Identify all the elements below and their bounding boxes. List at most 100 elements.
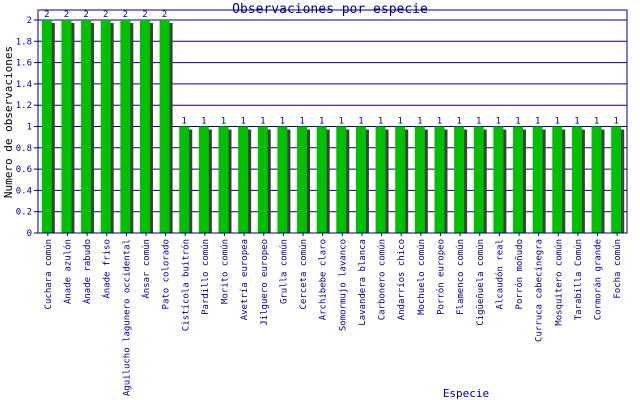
- value-label: 1: [437, 117, 442, 127]
- x-tick-label: Ánade rabudo: [81, 239, 93, 304]
- x-tick-label: Curruca cabecinegra: [535, 239, 545, 342]
- bar: [257, 126, 268, 233]
- bar: [179, 126, 190, 233]
- x-tick-label: Morito común: [221, 239, 231, 304]
- bar: [552, 126, 563, 233]
- y-tick-label: 1.8: [16, 37, 32, 47]
- bar: [355, 126, 366, 233]
- x-tick-label: Tarabilla Común: [574, 239, 584, 320]
- value-label: 1: [594, 117, 599, 127]
- value-label: 2: [162, 10, 167, 20]
- bar: [100, 20, 111, 233]
- bar: [316, 126, 327, 233]
- x-tick-label: Avetría europea: [240, 239, 250, 320]
- bar: [238, 126, 249, 233]
- value-label: 2: [103, 10, 108, 20]
- x-tick-label: Cuchara común: [44, 239, 54, 309]
- y-tick-label: 1.4: [16, 80, 32, 90]
- value-label: 1: [456, 117, 461, 127]
- bar: [473, 126, 484, 233]
- y-tick-label: 1.6: [16, 59, 32, 69]
- x-tick-label: Pardillo común: [201, 239, 211, 315]
- bar: [297, 126, 308, 233]
- x-tick-label: Porrón europeo: [435, 239, 446, 315]
- bar: [513, 126, 524, 233]
- bar: [611, 126, 622, 233]
- bar: [434, 126, 445, 233]
- x-tick-label: Cigüeñuela común: [476, 239, 486, 326]
- bar: [493, 126, 504, 233]
- value-label: 1: [515, 117, 520, 127]
- x-tick-label: Jilguero europeo: [260, 239, 270, 326]
- y-tick-label: 0.2: [16, 208, 32, 218]
- x-tick-label: Pato colorado: [162, 239, 172, 309]
- bar: [395, 126, 406, 233]
- bar: [81, 20, 92, 233]
- x-tick-label: Somormujo lavanco: [338, 239, 348, 331]
- value-label: 1: [496, 117, 501, 127]
- bar: [120, 20, 131, 233]
- y-tick-label: 0.8: [16, 144, 32, 154]
- bar: [61, 20, 72, 233]
- y-tick-label: 0.4: [16, 186, 32, 196]
- bar: [218, 126, 229, 233]
- x-tick-label: Focha común: [613, 239, 623, 299]
- x-tick-label: Flamenco común: [456, 239, 466, 315]
- x-tick-label: Cerceta común: [299, 239, 309, 309]
- value-label: 1: [280, 117, 285, 127]
- bar: [139, 20, 150, 233]
- value-label: 2: [123, 10, 128, 20]
- bar: [375, 126, 386, 233]
- value-label: 1: [535, 117, 540, 127]
- value-label: 1: [221, 117, 226, 127]
- y-tick-label: 0.6: [16, 165, 32, 175]
- value-label: 1: [201, 117, 206, 127]
- x-tick-label: Cormorán grande: [594, 239, 604, 320]
- x-tick-label: Lavandera blanca: [358, 239, 368, 326]
- plot-frame: [37, 9, 628, 234]
- value-label: 2: [83, 10, 88, 20]
- bar: [571, 126, 582, 233]
- y-tick-label: 0: [27, 229, 32, 239]
- y-tick-label: 1: [27, 123, 32, 133]
- x-tick-label: Grulla común: [279, 239, 289, 304]
- y-tick-label: 1.2: [16, 101, 32, 111]
- bar: [532, 126, 543, 233]
- x-tick-label: Ánade azulón: [61, 239, 73, 304]
- x-tick-label: Mosquitero común: [554, 239, 564, 326]
- bar: [41, 20, 52, 233]
- y-tick-label: 2: [27, 16, 32, 26]
- value-label: 1: [574, 117, 579, 127]
- bar: [454, 126, 465, 233]
- x-tick-label: Ánade friso: [101, 239, 113, 299]
- bar: [198, 126, 209, 233]
- x-tick-label: Aguilucho lagunero occidental: [122, 239, 132, 396]
- value-label: 1: [260, 117, 265, 127]
- bar: [591, 126, 602, 233]
- x-tick-label: Andarríos chico: [397, 239, 407, 320]
- bar: [414, 126, 425, 233]
- y-axis-label: Numero de observaciones: [2, 46, 15, 198]
- value-label: 2: [64, 10, 69, 20]
- x-tick-label: Cistícola buitrón: [180, 239, 191, 331]
- value-label: 1: [613, 117, 618, 127]
- bar: [277, 126, 288, 233]
- x-tick-label: Ánsar común: [140, 239, 152, 299]
- x-tick-label: Porrón moñudo: [514, 239, 525, 309]
- value-label: 1: [555, 117, 560, 127]
- value-label: 2: [44, 10, 49, 20]
- x-tick-label: Mochuelo común: [417, 239, 427, 315]
- x-tick-label: Alcaudón real: [494, 239, 505, 309]
- value-label: 1: [476, 117, 481, 127]
- value-label: 1: [319, 117, 324, 127]
- value-label: 1: [378, 117, 383, 127]
- value-label: 1: [398, 117, 403, 127]
- value-label: 1: [240, 117, 245, 127]
- bar: [336, 126, 347, 233]
- bar: [159, 20, 170, 233]
- value-label: 2: [142, 10, 147, 20]
- value-label: 1: [358, 117, 363, 127]
- x-tick-label: Carbonero común: [378, 239, 388, 320]
- value-label: 1: [417, 117, 422, 127]
